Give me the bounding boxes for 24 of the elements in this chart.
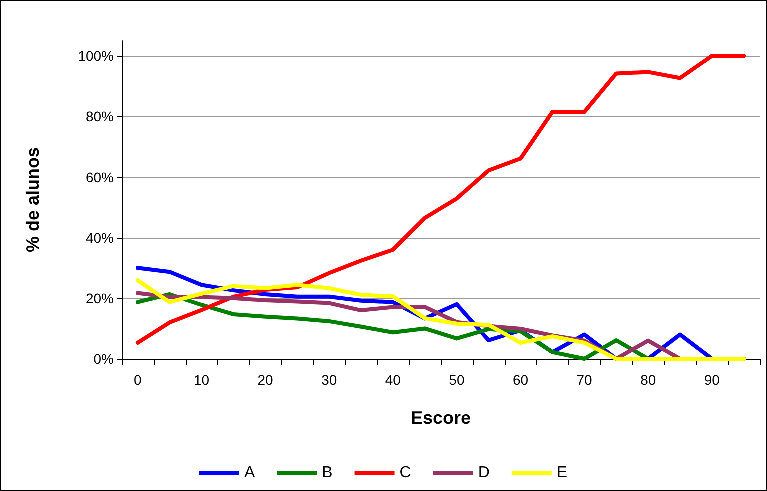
x-axis-title: Escore [410,408,472,428]
line-series [136,54,746,345]
legend-label: A [244,464,256,482]
x-tick-label: 80 [640,372,656,388]
legend-label: C [400,464,412,482]
x-tick-label: 10 [194,372,210,388]
legend-label: B [322,464,333,482]
y-tick-label: 40% [86,230,114,246]
y-tick-label: 100% [78,48,114,64]
x-tick-label: 90 [704,372,720,388]
y-tick-label: 80% [86,108,114,125]
legend-label: D [478,464,490,482]
x-tick-label: 70 [576,372,593,388]
y-axis-title: % de alunos [23,147,43,253]
x-tick-label: 30 [322,372,338,388]
x-tick-label: 50 [449,372,465,388]
legend-label: E [556,464,568,482]
x-tick-label: 0 [134,372,142,388]
x-tick-label: 20 [258,372,274,388]
y-tick-label: 20% [86,290,114,306]
x-tick-label: 40 [385,372,402,388]
y-tick-label: 0% [94,351,114,367]
y-tick-label: 60% [86,169,114,186]
x-tick-label: 60 [512,372,529,388]
